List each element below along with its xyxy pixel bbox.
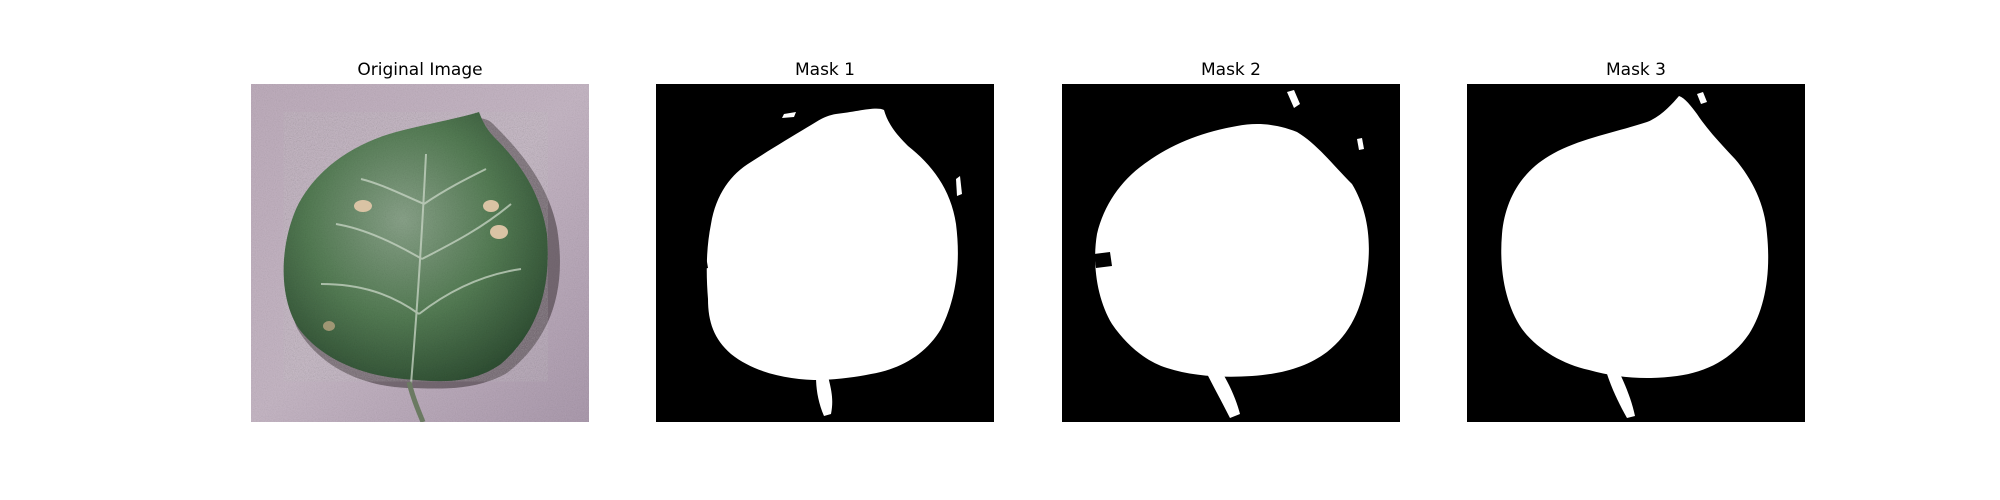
- mask-1-title: Mask 1: [794, 60, 855, 80]
- mask-2-title: Mask 2: [1200, 60, 1261, 80]
- mask-1-image: [656, 84, 994, 422]
- mask-3-image: [1467, 84, 1805, 422]
- original-image-panel: [251, 84, 589, 422]
- leaf-photo: [251, 84, 589, 422]
- mask-2-panel: [1062, 84, 1400, 422]
- original-image-title: Original Image: [357, 60, 483, 80]
- mask-1-panel: [656, 84, 994, 422]
- mask-3-title: Mask 3: [1605, 60, 1666, 80]
- leaf-shape: [283, 112, 548, 382]
- mask-2-image: [1062, 84, 1400, 422]
- mask-3-panel: [1467, 84, 1805, 422]
